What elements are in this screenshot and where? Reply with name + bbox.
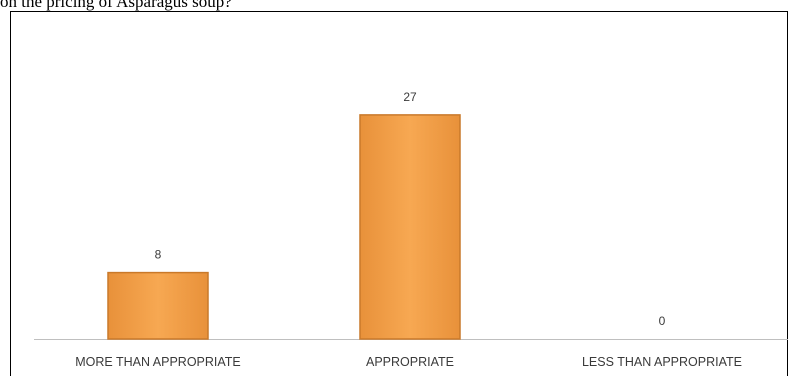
data-label-0: 8 bbox=[155, 248, 162, 262]
category-label-0: MORE THAN APPROPRIATE bbox=[75, 355, 241, 369]
category-label-1: APPROPRIATE bbox=[366, 355, 454, 369]
chart-question-caption: on the pricing of Asparagus soup? bbox=[0, 0, 232, 11]
category-label-2: LESS THAN APPROPRIATE bbox=[582, 355, 742, 369]
data-label-2: 0 bbox=[659, 314, 666, 328]
bar-0 bbox=[107, 271, 209, 340]
bar-1 bbox=[359, 114, 461, 340]
data-label-1: 27 bbox=[403, 90, 417, 104]
